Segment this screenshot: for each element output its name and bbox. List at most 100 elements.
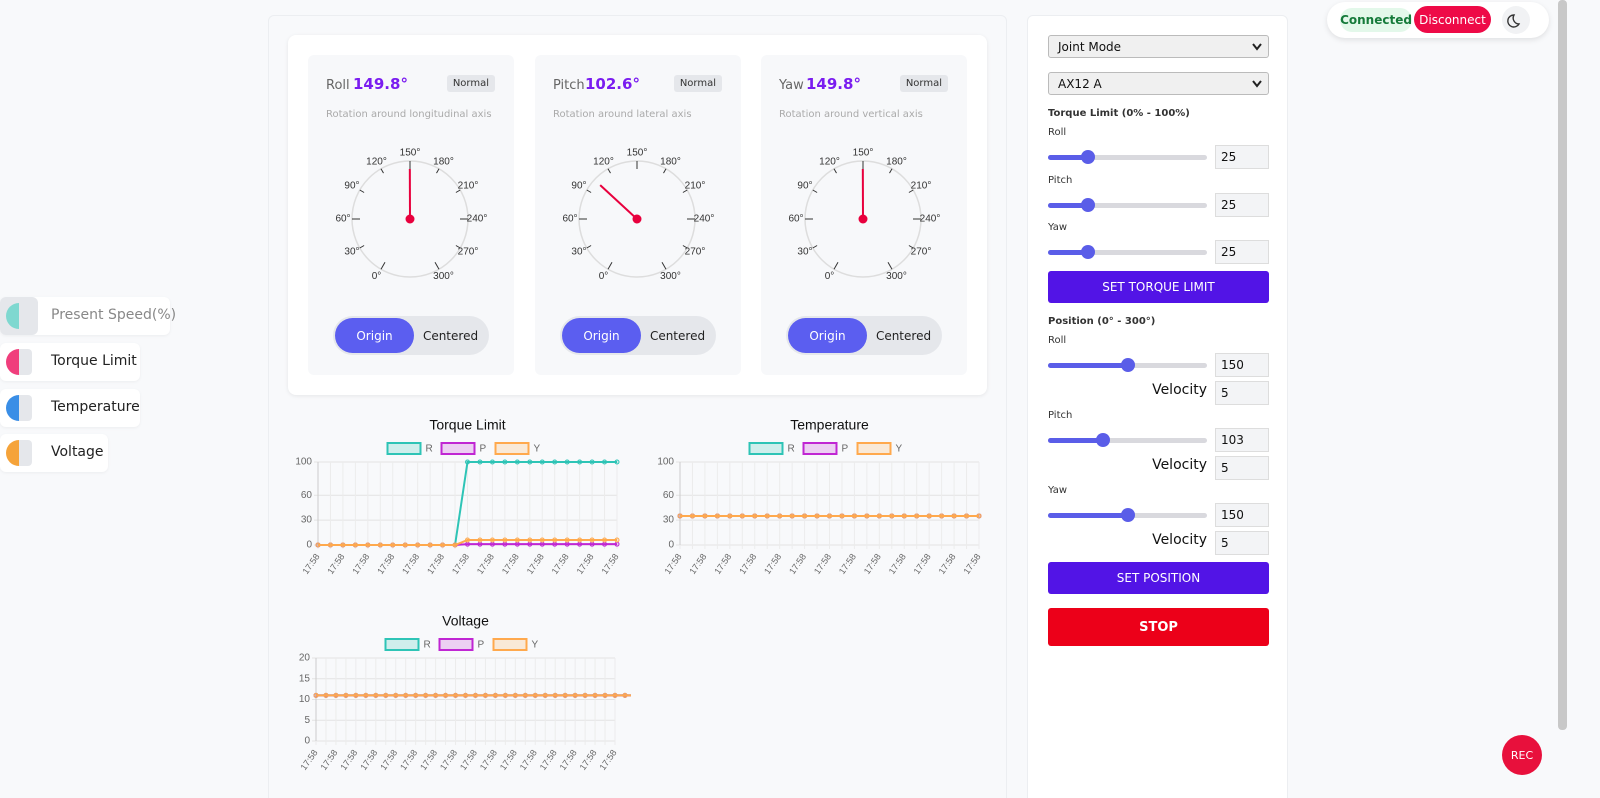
data-point: [614, 537, 620, 543]
data-point: [777, 513, 783, 519]
data-point: [851, 513, 857, 519]
x-tick-label: 17:58: [687, 552, 708, 576]
legend-label: P: [842, 444, 849, 455]
gauge-tick: [682, 189, 688, 193]
x-tick-label: 17:58: [597, 748, 618, 772]
x-tick-label: 17:58: [350, 552, 371, 576]
data-point: [453, 692, 459, 698]
select-text: Joint Mode: [1058, 40, 1122, 54]
slider-thumb[interactable]: [1080, 245, 1095, 259]
slider-track[interactable]: [1048, 202, 1207, 208]
select[interactable]: AX12 A: [1048, 72, 1269, 95]
toggle-option[interactable]: Centered: [649, 328, 706, 343]
sidebar-item[interactable]: Present Speed(%): [0, 297, 176, 335]
slider-thumb[interactable]: [1080, 150, 1095, 164]
data-point: [514, 541, 520, 547]
slider-thumb[interactable]: [1095, 433, 1110, 447]
status-badge: Normal: [446, 75, 495, 92]
gauge-tick-label: 0°: [825, 271, 835, 282]
x-tick-label: 17:58: [578, 748, 599, 772]
slider-thumb[interactable]: [1120, 358, 1135, 372]
select[interactable]: Joint Mode: [1048, 35, 1269, 58]
x-tick-label: 17:58: [325, 552, 346, 576]
toggle-option[interactable]: Origin: [788, 318, 867, 353]
number-input[interactable]: 5: [1215, 456, 1269, 480]
legend-swatch: [802, 442, 838, 455]
x-tick-label: 17:58: [961, 552, 982, 576]
data-point: [433, 692, 439, 698]
button[interactable]: SET POSITION: [1048, 562, 1269, 594]
data-point: [423, 692, 429, 698]
x-tick-label: 17:58: [575, 552, 596, 576]
toggle-option[interactable]: Centered: [875, 328, 932, 343]
y-tick-label: 60: [301, 490, 313, 501]
toggle-option[interactable]: Origin: [562, 318, 641, 353]
slider-thumb[interactable]: [1080, 197, 1095, 212]
data-point: [539, 541, 545, 547]
toggle-option[interactable]: Centered: [422, 328, 479, 343]
gauge-tick: [889, 168, 893, 174]
toggle-option[interactable]: Origin: [335, 318, 414, 353]
gauge-tick: [908, 189, 914, 193]
gauge-tick: [436, 168, 440, 174]
x-tick-label: 17:58: [518, 748, 539, 772]
connected-badge: Connected: [1340, 8, 1412, 32]
data-point: [333, 692, 339, 698]
sidebar-label: Voltage: [51, 444, 104, 460]
data-point: [377, 542, 383, 548]
slider-track[interactable]: [1048, 155, 1207, 160]
gauge-tick-label: 270°: [685, 247, 706, 258]
number-input[interactable]: 150: [1215, 353, 1269, 377]
number-input[interactable]: 5: [1215, 381, 1269, 405]
legend-swatch: [384, 638, 420, 651]
data-point: [390, 542, 396, 548]
data-point: [739, 513, 745, 519]
rec-button[interactable]: REC: [1502, 735, 1542, 775]
legend-swatch: [748, 442, 784, 455]
x-tick-label: 17:58: [298, 748, 319, 772]
field-label: Pitch: [1048, 410, 1073, 421]
number-input[interactable]: 103: [1215, 428, 1269, 452]
gauge-tick: [682, 245, 688, 249]
theme-toggle[interactable]: [1502, 6, 1530, 34]
data-point: [477, 537, 483, 543]
mode-toggle: Origin Centered: [333, 316, 489, 355]
select-arrow: [1252, 43, 1262, 51]
button[interactable]: SET TORQUE LIMIT: [1048, 271, 1269, 303]
gauge-name: Yaw: [779, 78, 804, 93]
slider-track[interactable]: [1048, 250, 1207, 255]
data-point: [552, 537, 558, 543]
data-point: [463, 692, 468, 698]
x-tick-label: 17:58: [478, 748, 499, 772]
number-input[interactable]: 150: [1215, 503, 1269, 527]
x-tick-label: 17:58: [378, 748, 399, 772]
x-tick-label: 17:58: [418, 748, 439, 772]
data-point: [614, 459, 620, 465]
sidebar-item[interactable]: Torque Limit: [0, 343, 140, 381]
slider-track[interactable]: [1048, 438, 1207, 443]
gauge-tick: [908, 245, 914, 249]
x-tick-label: 17:58: [475, 552, 496, 576]
sidebar-item[interactable]: Voltage: [0, 434, 108, 472]
data-point: [876, 513, 882, 519]
data-point: [465, 537, 470, 543]
slider-fill: [1048, 438, 1103, 443]
sidebar-item[interactable]: Temperature: [0, 389, 140, 427]
data-point: [564, 537, 570, 543]
y-tick-label: 0: [668, 540, 674, 551]
number-input[interactable]: 25: [1215, 240, 1269, 264]
button[interactable]: STOP: [1048, 608, 1269, 646]
slider-thumb[interactable]: [1120, 508, 1135, 522]
number-input[interactable]: 25: [1215, 145, 1269, 169]
number-input[interactable]: 25: [1215, 192, 1269, 217]
legend-label: Y: [532, 640, 539, 651]
sidebar-label: Temperature: [51, 399, 140, 415]
disconnect-button[interactable]: Disconnect: [1414, 6, 1491, 33]
data-point: [727, 513, 733, 519]
data-point: [502, 537, 508, 543]
x-tick-label: 17:58: [737, 552, 758, 576]
number-input[interactable]: 5: [1215, 531, 1269, 555]
velocity-label: Velocity: [1152, 532, 1207, 548]
y-tick-label: 0: [304, 736, 310, 747]
